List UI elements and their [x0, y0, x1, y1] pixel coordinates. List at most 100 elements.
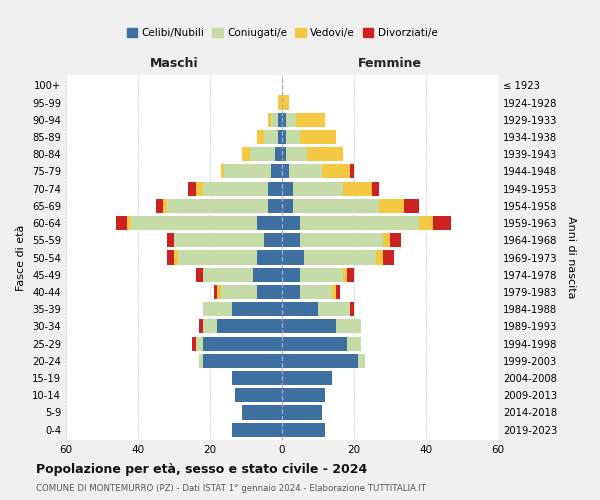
Bar	[203, 354, 282, 368]
Bar	[300, 130, 336, 144]
Bar	[217, 285, 221, 299]
Bar	[268, 199, 282, 213]
Text: Maschi: Maschi	[149, 57, 199, 70]
Bar	[300, 216, 419, 230]
Bar	[296, 112, 325, 127]
Bar	[221, 285, 257, 299]
Bar	[282, 388, 325, 402]
Bar	[232, 422, 282, 436]
Bar	[379, 199, 404, 213]
Legend: Celibi/Nubili, Coniugati/e, Vedovi/e, Divorziati/e: Celibi/Nubili, Coniugati/e, Vedovi/e, Di…	[122, 24, 442, 42]
Bar	[383, 233, 390, 248]
Bar	[278, 96, 282, 110]
Bar	[271, 112, 278, 127]
Bar	[163, 199, 167, 213]
Bar	[268, 182, 282, 196]
Bar	[196, 268, 203, 282]
Bar	[221, 164, 224, 178]
Bar	[293, 199, 379, 213]
Bar	[282, 320, 336, 334]
Bar	[174, 233, 264, 248]
Bar	[282, 112, 286, 127]
Y-axis label: Fasce di età: Fasce di età	[16, 224, 26, 290]
Bar	[232, 371, 282, 385]
Bar	[242, 406, 282, 419]
Bar	[282, 233, 300, 248]
Bar	[286, 147, 307, 162]
Text: Popolazione per età, sesso e stato civile - 2024: Popolazione per età, sesso e stato civil…	[36, 462, 367, 475]
Y-axis label: Anni di nascita: Anni di nascita	[566, 216, 575, 298]
Bar	[307, 147, 343, 162]
Bar	[282, 354, 358, 368]
Bar	[419, 216, 433, 230]
Bar	[347, 268, 354, 282]
Bar	[282, 406, 322, 419]
Bar	[293, 182, 343, 196]
Bar	[286, 112, 296, 127]
Bar	[318, 302, 350, 316]
Bar	[192, 336, 196, 350]
Bar	[300, 268, 343, 282]
Bar	[390, 233, 401, 248]
Bar	[196, 182, 203, 196]
Bar	[358, 354, 365, 368]
Bar	[282, 268, 300, 282]
Bar	[131, 216, 257, 230]
Bar	[203, 336, 282, 350]
Bar	[282, 302, 318, 316]
Bar	[282, 147, 286, 162]
Bar	[217, 320, 282, 334]
Bar	[214, 285, 217, 299]
Bar	[199, 320, 203, 334]
Bar	[257, 130, 264, 144]
Bar	[282, 96, 289, 110]
Bar	[167, 233, 174, 248]
Bar	[372, 182, 379, 196]
Bar	[282, 216, 300, 230]
Text: COMUNE DI MONTEMURRO (PZ) - Dati ISTAT 1° gennaio 2024 - Elaborazione TUTTITALIA: COMUNE DI MONTEMURRO (PZ) - Dati ISTAT 1…	[36, 484, 426, 493]
Bar	[282, 371, 332, 385]
Bar	[336, 320, 361, 334]
Bar	[300, 285, 332, 299]
Bar	[264, 130, 278, 144]
Bar	[289, 164, 322, 178]
Bar	[300, 233, 383, 248]
Bar	[253, 268, 282, 282]
Bar	[350, 302, 354, 316]
Bar	[167, 250, 174, 264]
Bar	[282, 422, 325, 436]
Bar	[224, 164, 271, 178]
Bar	[203, 268, 253, 282]
Bar	[282, 199, 293, 213]
Bar	[235, 388, 282, 402]
Bar	[278, 112, 282, 127]
Bar	[116, 216, 127, 230]
Bar	[203, 182, 268, 196]
Bar	[257, 216, 282, 230]
Bar	[343, 182, 372, 196]
Bar	[167, 199, 268, 213]
Bar	[343, 268, 347, 282]
Bar	[271, 164, 282, 178]
Bar	[203, 320, 217, 334]
Bar	[275, 147, 282, 162]
Bar	[268, 112, 271, 127]
Bar	[383, 250, 394, 264]
Bar	[203, 302, 232, 316]
Bar	[347, 336, 361, 350]
Bar	[282, 182, 293, 196]
Bar	[332, 285, 336, 299]
Bar	[156, 199, 163, 213]
Bar	[257, 250, 282, 264]
Bar	[196, 336, 203, 350]
Bar	[199, 354, 203, 368]
Bar	[286, 130, 300, 144]
Bar	[336, 285, 340, 299]
Bar	[433, 216, 451, 230]
Bar	[404, 199, 419, 213]
Bar	[376, 250, 383, 264]
Bar	[264, 233, 282, 248]
Bar	[257, 285, 282, 299]
Bar	[250, 147, 275, 162]
Bar	[278, 130, 282, 144]
